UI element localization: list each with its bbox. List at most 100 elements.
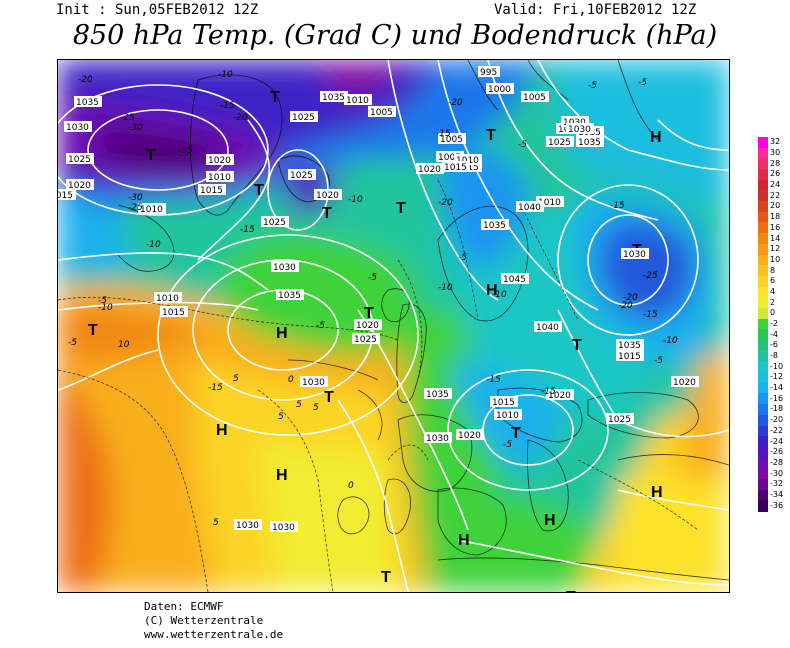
colorbar-tick: -24 [770, 436, 784, 446]
svg-text:1005: 1005 [440, 135, 463, 145]
isotherm-label: -15 [610, 201, 625, 211]
colorbar-tick: 32 [770, 137, 781, 147]
isobar-label: 1035 [276, 289, 304, 301]
colorbar-tick: 10 [770, 254, 781, 264]
high-center-symbol: H [276, 467, 288, 484]
low-center-symbol: T [270, 89, 280, 106]
colorbar-swatch [758, 446, 768, 459]
isobar-label: 1015 [198, 184, 226, 196]
svg-text:1010: 1010 [346, 96, 369, 106]
svg-text:1005: 1005 [438, 153, 461, 163]
isotherm-label: -5 [68, 338, 77, 348]
isobar-label: 1030 [566, 123, 594, 135]
colorbar-tick: 6 [770, 276, 776, 286]
colorbar-tick: 18 [770, 212, 781, 222]
svg-text:1035: 1035 [322, 93, 345, 103]
isobar-label: 1030 [271, 261, 299, 273]
isotherm-label: -10 [98, 303, 113, 313]
isobar-label: 1010 [154, 292, 182, 304]
colorbar-swatch [758, 286, 768, 298]
isotherm-label: -5 [654, 356, 663, 366]
valid-time: Valid: Fri,10FEB2012 12Z [494, 2, 697, 18]
isobar-label: 1025 [66, 153, 94, 165]
isobars [58, 60, 729, 592]
high-center-symbol: H [651, 484, 663, 501]
colorbar-tick: -34 [770, 489, 784, 499]
isotherm-label: -10 [146, 240, 161, 250]
isobar-label: 1010 [206, 171, 234, 183]
isobar-label: 1000 [486, 83, 514, 95]
isobar-label: 1010 [344, 94, 372, 106]
isobar-label: 1035 [616, 339, 644, 351]
isobar-label: 1030 [424, 432, 452, 444]
colorbar-swatch [758, 190, 768, 202]
colorbar-tick: -22 [770, 425, 784, 435]
colorbar-tick: 20 [770, 201, 781, 211]
isobar-label: 1015 [58, 189, 76, 201]
isotherm-label: 0 [288, 375, 294, 385]
svg-text:1010: 1010 [208, 173, 231, 183]
isobar-label: 1005 [436, 151, 464, 163]
svg-text:1030: 1030 [426, 434, 449, 444]
isobar-label: 1020 [66, 179, 94, 191]
svg-text:1035: 1035 [483, 221, 506, 231]
colorbar-swatch [758, 211, 768, 224]
colorbar-swatch [758, 233, 768, 245]
isotherm-label: -10 [663, 336, 678, 346]
credits: Daten: ECMWF (C) Wetterzentrale www.wett… [144, 600, 283, 642]
isobar-label: 1020 [314, 189, 342, 201]
colorbar-swatch [758, 254, 768, 266]
svg-text:1010: 1010 [156, 294, 179, 304]
colorbar-tick: -36 [770, 500, 784, 510]
isotherm-label: -10 [438, 283, 453, 293]
svg-text:1035: 1035 [618, 341, 641, 351]
high-center-symbol: H [486, 282, 498, 299]
low-center-symbol: T [364, 305, 374, 322]
svg-text:1035: 1035 [278, 291, 301, 301]
colorbar-swatch [758, 265, 768, 277]
svg-text:1030: 1030 [272, 523, 295, 533]
colorbar-tick: -2 [770, 319, 778, 328]
isobar-label: 1025 [352, 333, 380, 345]
colorbar-swatch [758, 158, 768, 170]
isobar-label: 1035 [481, 219, 509, 231]
colorbar-swatch [758, 425, 768, 437]
isobar-label: 1030 [64, 121, 92, 133]
colorbar-tick: 12 [770, 244, 781, 254]
svg-text:1020: 1020 [356, 321, 379, 331]
colorbar-swatch [758, 372, 768, 384]
isobar-label: 1035 [74, 96, 102, 108]
colorbar-swatch [758, 436, 768, 448]
isotherm-label: -15 [220, 101, 235, 111]
isobar-label: 1005 [438, 133, 466, 145]
isobar-label: 1035 [576, 136, 604, 148]
svg-text:1030: 1030 [568, 125, 591, 135]
isotherm-label: -5 [518, 140, 527, 150]
svg-text:1040: 1040 [518, 203, 541, 213]
isotherm-label: -5 [503, 440, 512, 450]
high-center-symbol: H [276, 325, 288, 342]
svg-text:1020: 1020 [458, 431, 481, 441]
isotherm-labels: -20-25-30-35-30-25-20-15-10-10 -20-20-15-… [68, 70, 678, 528]
colorbar-swatch [758, 169, 768, 181]
colorbar-swatch [758, 361, 768, 373]
svg-text:1015: 1015 [162, 308, 185, 318]
isotherm-label: -30 [128, 193, 143, 203]
isotherm-label: -20 [438, 198, 453, 208]
colorbar-swatch [758, 382, 768, 395]
isotherm-label: -20 [78, 75, 93, 85]
isotherm-label: -10 [663, 336, 678, 346]
svg-text:1005: 1005 [370, 108, 393, 118]
isotherm-label: -25 [643, 271, 658, 281]
svg-text:1020: 1020 [418, 165, 441, 175]
svg-text:1025: 1025 [292, 113, 315, 123]
colorbar-tick: -4 [770, 329, 778, 339]
colorbar-tick: 26 [770, 169, 781, 179]
isotherm-label: -5 [316, 321, 325, 331]
isotherm-label: -25 [128, 203, 143, 213]
svg-text:1015: 1015 [444, 163, 467, 173]
colorbar-tick: 4 [770, 286, 776, 296]
isotherm-label: -15 [486, 375, 501, 385]
low-center-symbol: T [324, 389, 334, 406]
isotherms [58, 179, 699, 592]
